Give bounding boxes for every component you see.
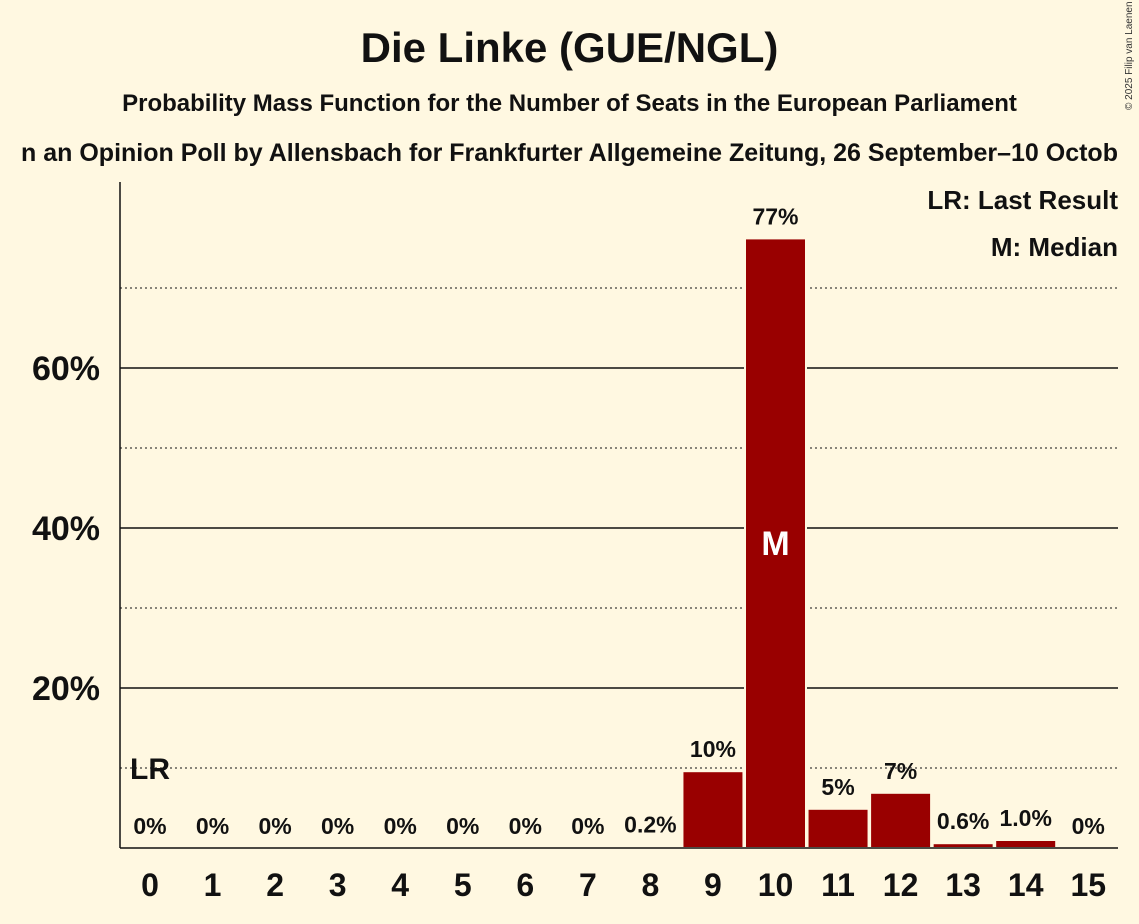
x-tick-label: 10: [758, 867, 794, 903]
y-tick-label: 60%: [32, 350, 100, 388]
bar-value-label: 0.2%: [624, 811, 676, 837]
bar-value-label: 0%: [133, 813, 166, 839]
x-tick-label: 5: [454, 867, 472, 903]
x-tick-label: 9: [704, 867, 722, 903]
bar-value-label: 0%: [196, 813, 229, 839]
bar-value-label: 0%: [258, 813, 291, 839]
x-tick-label: 2: [266, 867, 284, 903]
bar-value-label: 5%: [821, 774, 854, 800]
legend-entry: LR: Last Result: [927, 185, 1118, 215]
bar-12: [869, 791, 933, 849]
bar-value-label: 0%: [1072, 813, 1105, 839]
x-tick-label: 11: [821, 867, 855, 903]
chart-source: n an Opinion Poll by Allensbach for Fran…: [21, 139, 1118, 167]
bar-11: [806, 807, 870, 849]
bar-value-label: 77%: [752, 203, 798, 229]
bar-value-label: 10%: [690, 736, 736, 762]
bar-10: [744, 237, 807, 849]
x-tick-label: 7: [579, 867, 597, 903]
bar-value-label: 7%: [884, 758, 917, 784]
bar-value-label: 0%: [571, 813, 604, 839]
y-tick-label: 20%: [32, 670, 100, 708]
median-marker: M: [761, 525, 789, 563]
x-tick-label: 3: [329, 867, 347, 903]
bar-14: [994, 839, 1058, 849]
legend-entry: M: Median: [991, 232, 1118, 262]
last-result-marker: LR: [130, 753, 170, 786]
bar-value-label: 0%: [446, 813, 479, 839]
bar-value-label: 1.0%: [999, 805, 1051, 831]
x-tick-label: 6: [516, 867, 534, 903]
x-tick-label: 8: [642, 867, 660, 903]
y-tick-label: 40%: [32, 510, 100, 548]
bar-value-label: 0.6%: [937, 808, 989, 834]
x-tick-label: 12: [883, 867, 919, 903]
x-tick-label: 13: [945, 867, 981, 903]
x-tick-label: 4: [391, 867, 409, 903]
bar-value-label: 0%: [321, 813, 354, 839]
x-tick-label: 1: [204, 867, 222, 903]
chart-subtitle: Probability Mass Function for the Number…: [122, 90, 1017, 117]
x-tick-label: 0: [141, 867, 159, 903]
bar-value-label: 0%: [384, 813, 417, 839]
x-tick-label: 15: [1070, 867, 1106, 903]
x-tick-label: 14: [1008, 867, 1044, 903]
chart-title: Die Linke (GUE/NGL): [360, 24, 779, 71]
bar-9: [681, 770, 745, 850]
bar-value-label: 0%: [509, 813, 542, 839]
